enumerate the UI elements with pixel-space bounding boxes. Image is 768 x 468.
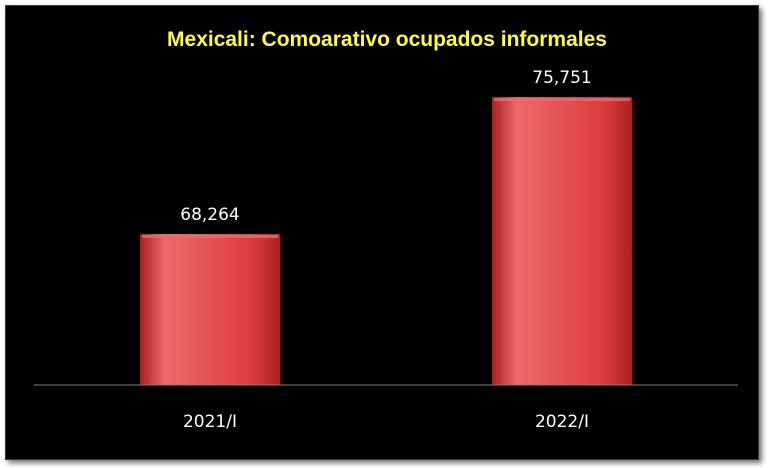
data-label: 75,751 bbox=[532, 68, 591, 88]
bar-2022-i bbox=[492, 97, 632, 385]
labels-layer: 68,264 2021/I 75,751 2022/I bbox=[180, 68, 591, 432]
x-tick-label: 2022/I bbox=[535, 412, 589, 432]
chart-title: Mexicali: Comoarativo ocupados informale… bbox=[167, 28, 607, 51]
bar-2021-i bbox=[140, 233, 280, 385]
bars-layer bbox=[140, 97, 636, 385]
bar-chart: Mexicali: Comoarativo ocupados informale… bbox=[34, 28, 738, 432]
x-tick-label: 2021/I bbox=[183, 412, 237, 432]
chart-frame: Mexicali: Comoarativo ocupados informale… bbox=[5, 5, 759, 460]
bar-bevel bbox=[142, 234, 278, 238]
data-label: 68,264 bbox=[180, 205, 239, 225]
bar-bevel bbox=[494, 98, 630, 102]
